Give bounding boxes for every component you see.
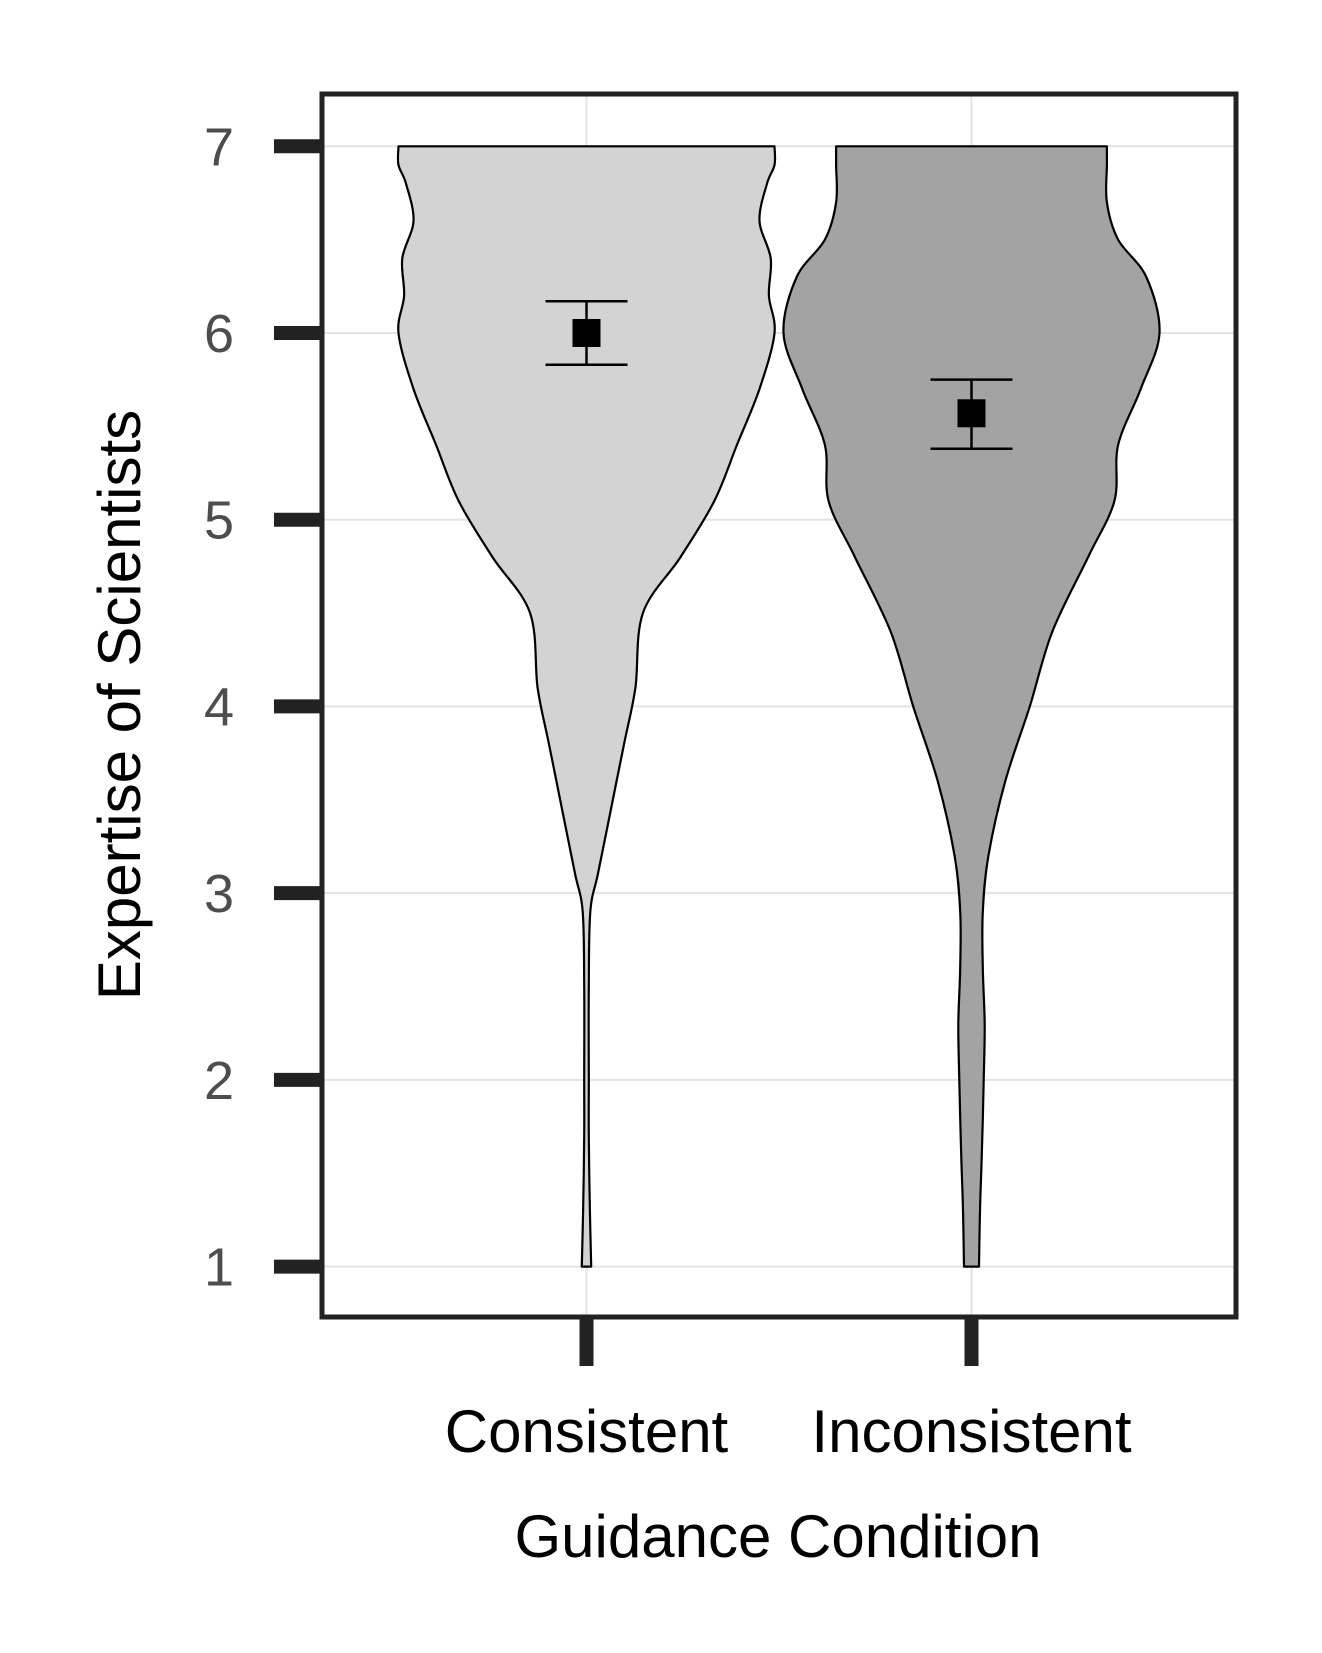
y-tick-label: 4	[204, 677, 234, 737]
y-tick-label: 2	[204, 1051, 234, 1111]
y-axis-title: Expertise of Scientists	[86, 410, 153, 1000]
error-layer	[545, 300, 1013, 451]
mean-point-consistent	[572, 318, 601, 347]
x-axis: Consistent Inconsistent	[445, 1319, 1132, 1465]
violin-layer	[396, 145, 1161, 1268]
x-axis-title: Guidance Condition	[514, 1503, 1041, 1570]
x-tick-label: Consistent	[445, 1398, 729, 1465]
violin-inconsistent	[782, 145, 1161, 1268]
x-tick-label: Inconsistent	[811, 1398, 1132, 1465]
y-tick-label: 7	[204, 117, 234, 177]
y-tick-label: 6	[204, 304, 234, 364]
y-axis: 1 2 3 4 5 6 7	[204, 117, 322, 1298]
violin-consistent	[396, 145, 777, 1268]
mean-point-inconsistent	[957, 399, 986, 428]
y-tick-label: 3	[204, 864, 234, 924]
y-tick-label: 1	[204, 1238, 234, 1298]
y-tick-label: 5	[204, 491, 234, 551]
